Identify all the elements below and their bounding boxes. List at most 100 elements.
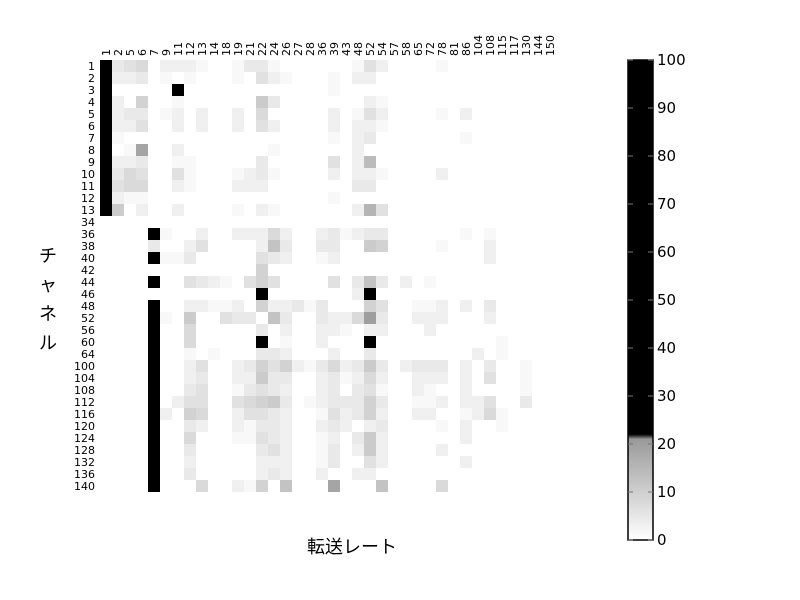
heatmap-cell [256, 456, 268, 468]
heatmap-cell [268, 120, 280, 132]
heatmap-cell [268, 204, 280, 216]
heatmap-cell [256, 324, 268, 336]
heatmap-cell [424, 324, 436, 336]
heatmap-cell [232, 120, 244, 132]
heatmap-cell [364, 204, 376, 216]
heatmap-cell [256, 348, 268, 360]
heatmap-cell [148, 396, 160, 408]
x-tick-label: 48 [352, 42, 365, 56]
heatmap-cell [352, 360, 364, 372]
y-tick-label: 136 [74, 468, 95, 481]
heatmap-cell [364, 132, 376, 144]
heatmap-cell [172, 396, 184, 408]
heatmap-cell [496, 348, 508, 360]
heatmap-cell [520, 360, 532, 372]
heatmap-cell [352, 180, 364, 192]
heatmap-cell [352, 432, 364, 444]
heatmap-cell [268, 240, 280, 252]
heatmap-cell [328, 120, 340, 132]
heatmap-cell [268, 60, 280, 72]
y-tick-label: 7 [88, 132, 95, 145]
heatmap-cell [328, 168, 340, 180]
heatmap-cell [316, 372, 328, 384]
heatmap-cell [124, 120, 136, 132]
heatmap-cell [484, 312, 496, 324]
heatmap-cell [364, 120, 376, 132]
heatmap-cell [136, 180, 148, 192]
heatmap-cell [136, 60, 148, 72]
heatmap-cell [376, 384, 388, 396]
heatmap-cell [148, 300, 160, 312]
heatmap-cell [100, 60, 112, 72]
heatmap-cell [424, 408, 436, 420]
heatmap-cell [484, 372, 496, 384]
heatmap-cell [376, 300, 388, 312]
y-axis-label-char: チ [39, 246, 57, 267]
x-tick-label: 5 [124, 49, 137, 56]
heatmap-cell [160, 60, 172, 72]
heatmap-cell [148, 384, 160, 396]
colorbar-tick-label: 20 [657, 435, 676, 453]
heatmap-cell [280, 72, 292, 84]
heatmap-cell [328, 108, 340, 120]
heatmap-cell [136, 108, 148, 120]
heatmap-cell [232, 72, 244, 84]
heatmap-cell [100, 168, 112, 180]
x-tick-label: 65 [412, 42, 425, 56]
heatmap-cell [364, 300, 376, 312]
heatmap-cell [352, 228, 364, 240]
heatmap-cell [424, 300, 436, 312]
heatmap-cell [220, 312, 232, 324]
heatmap-cell [376, 120, 388, 132]
heatmap-cell [136, 168, 148, 180]
heatmap-cell [172, 180, 184, 192]
heatmap-cell [424, 276, 436, 288]
heatmap-cell [364, 72, 376, 84]
heatmap-cell [256, 372, 268, 384]
heatmap-cell [436, 360, 448, 372]
heatmap-cell [280, 384, 292, 396]
heatmap-cell [304, 300, 316, 312]
heatmap-cell [460, 408, 472, 420]
heatmap-cell [184, 324, 196, 336]
heatmap-cell [328, 348, 340, 360]
heatmap-cell [352, 168, 364, 180]
heatmap-cell [184, 336, 196, 348]
y-tick-label: 2 [88, 72, 95, 85]
heatmap-cell [256, 120, 268, 132]
heatmap-cell [364, 396, 376, 408]
heatmap-cell [148, 468, 160, 480]
heatmap-cell [328, 432, 340, 444]
y-tick-label: 8 [88, 144, 95, 157]
x-tick-label: 22 [256, 42, 269, 56]
heatmap-cell [256, 96, 268, 108]
x-tick-label: 26 [280, 42, 293, 56]
heatmap-cell [328, 372, 340, 384]
heatmap-cell [148, 408, 160, 420]
heatmap-cell [256, 264, 268, 276]
x-tick-label: 78 [436, 42, 449, 56]
heatmap-cell [100, 156, 112, 168]
heatmap-cell [184, 72, 196, 84]
heatmap-cell [268, 300, 280, 312]
heatmap-cell [196, 480, 208, 492]
y-tick-labels: 1234567891011121334363840424446485256606… [74, 60, 95, 493]
colorbar-tick-label: 0 [657, 531, 667, 549]
heatmap-cell [496, 420, 508, 432]
heatmap-cell [364, 444, 376, 456]
heatmap-cell [376, 408, 388, 420]
heatmap-cell [328, 156, 340, 168]
y-tick-label: 11 [81, 180, 95, 193]
heatmap-cell [436, 444, 448, 456]
x-tick-label: 43 [340, 42, 353, 56]
heatmap-cell [184, 168, 196, 180]
heatmap-cell [268, 372, 280, 384]
heatmap-cell [148, 456, 160, 468]
heatmap-cell [460, 360, 472, 372]
x-axis-label: 転送レート [307, 537, 397, 558]
y-tick-label: 38 [81, 240, 95, 253]
heatmap-cell [112, 204, 124, 216]
colorbar-tick-label: 60 [657, 243, 676, 261]
heatmap-cell [124, 180, 136, 192]
